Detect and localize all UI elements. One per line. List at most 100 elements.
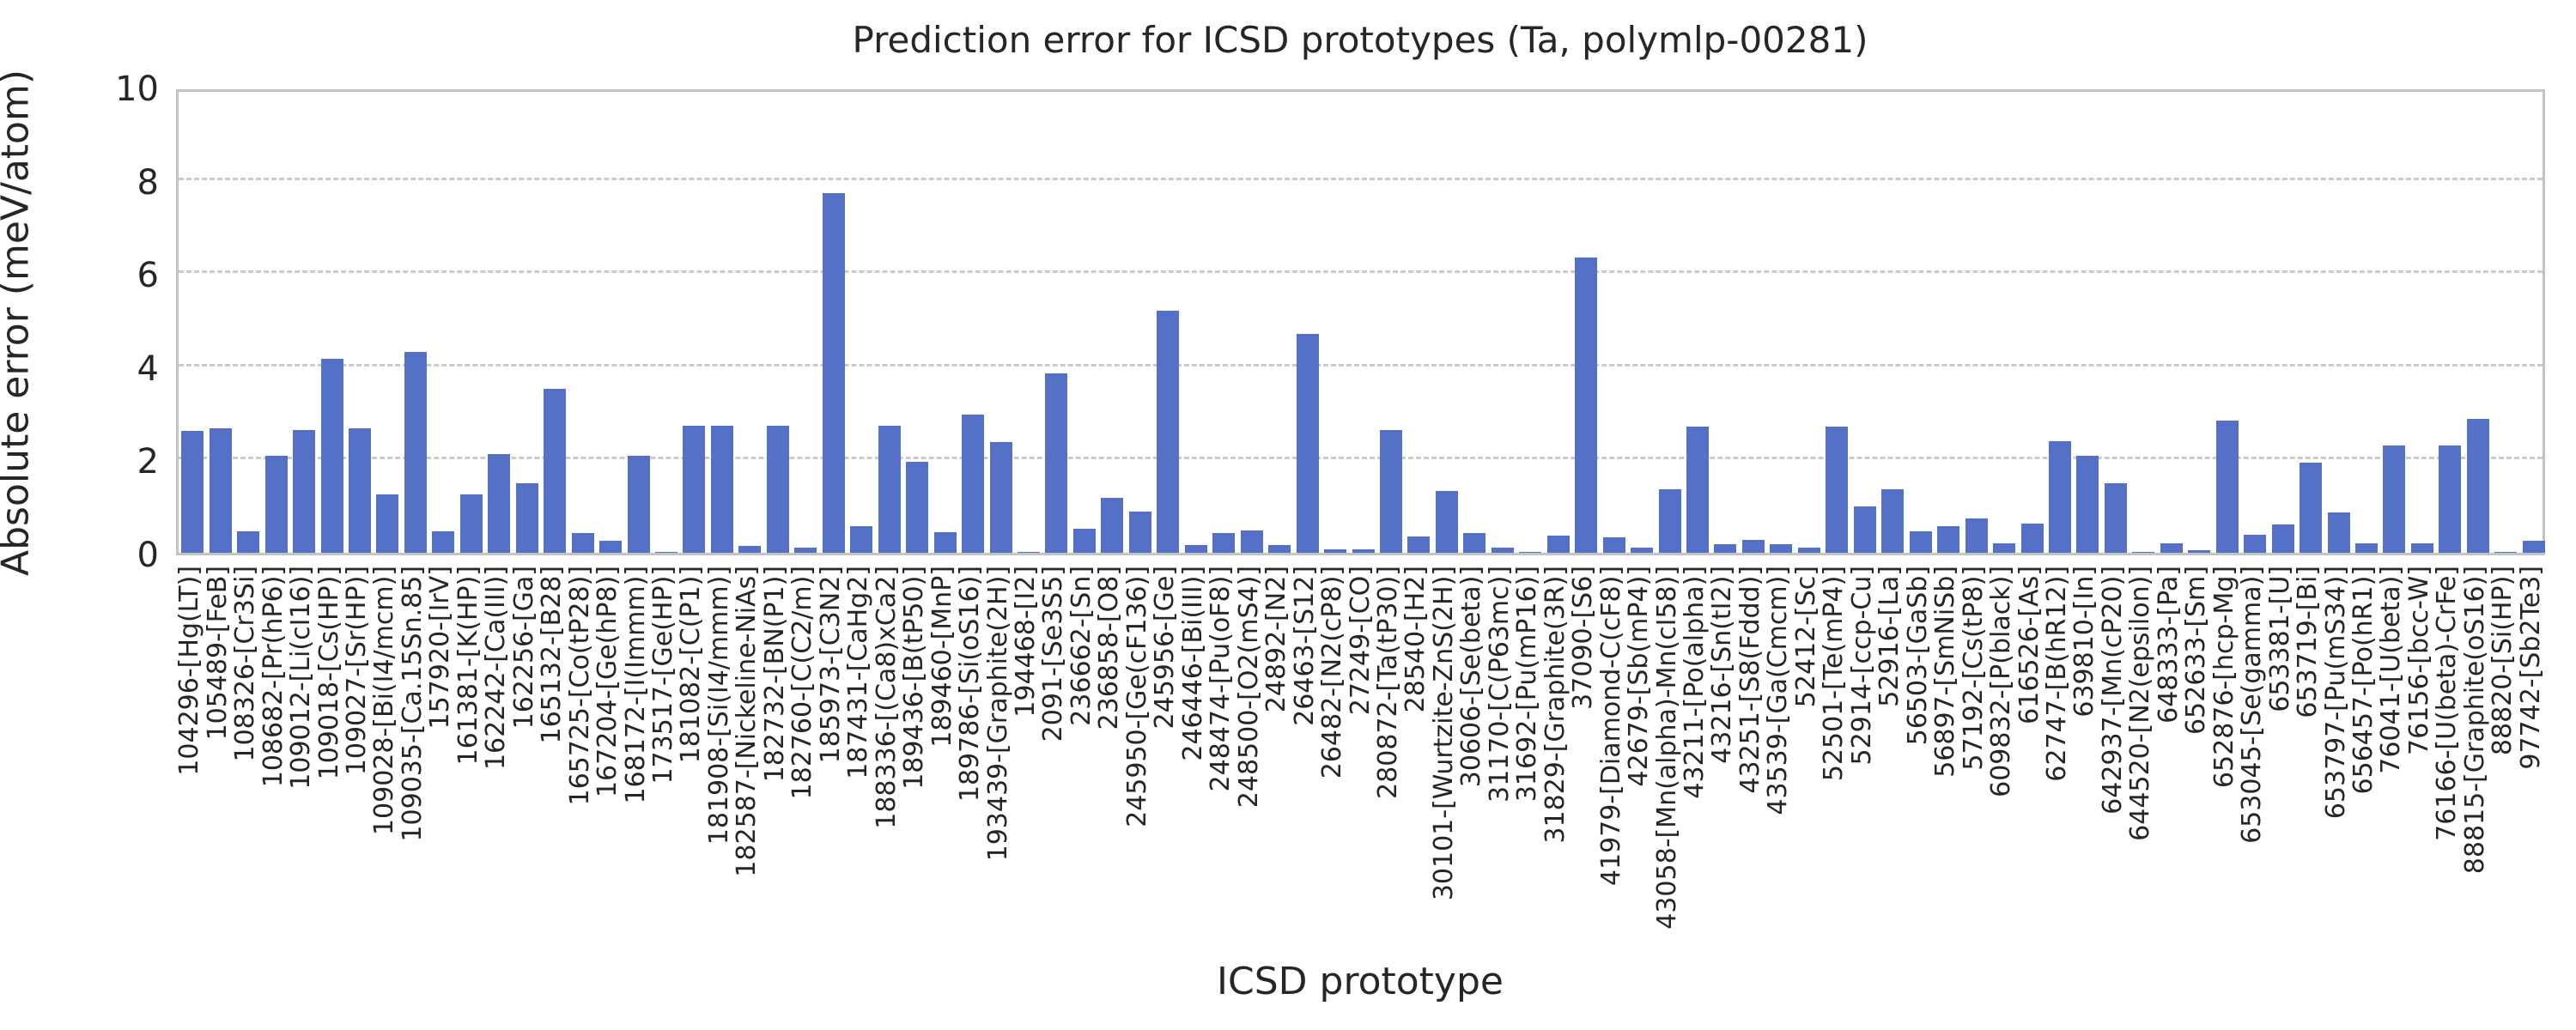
bar [1407,536,1430,553]
bar [210,428,232,553]
y-tick-label: 6 [137,256,159,295]
bar [934,532,957,553]
bar [2021,524,2044,553]
bar [1854,506,1876,553]
bar [1603,537,1625,553]
chart-title: Prediction error for ICSD prototypes (Ta… [852,19,1868,61]
bar [572,533,594,553]
bar [878,426,901,553]
bar [376,494,398,553]
bar [321,359,343,553]
bar [2272,524,2294,553]
bar [432,531,454,553]
bar [2439,445,2461,553]
bar [1129,512,1151,553]
bar [1185,545,1207,553]
bar [2244,535,2266,553]
y-tick-label: 2 [137,442,159,482]
bar [1910,531,1932,553]
bar [404,352,427,553]
bar [2523,541,2545,553]
bar [711,426,733,553]
bar [655,552,677,553]
bar [1937,526,1959,553]
bar [1268,545,1291,553]
gridline-y-6 [179,270,2543,274]
bar [237,531,259,553]
y-tick-label: 10 [115,70,159,109]
bar [1157,311,1179,553]
bar [2494,552,2517,553]
bar [850,526,872,553]
bar [1659,489,1681,553]
bar [1463,533,1485,553]
bar [349,428,371,553]
bar [1380,430,1402,553]
bar [2355,543,2378,553]
y-tick-label: 8 [137,163,159,203]
bar [1686,427,1709,553]
bar [2105,483,2127,553]
bar [1018,552,1040,553]
bar [1714,544,1736,553]
bar [2049,441,2071,553]
bar [683,426,705,553]
bar [1241,530,1263,553]
bar [738,546,761,553]
plot-area [176,89,2545,555]
x-axis-label: ICSD prototype [1217,960,1504,1003]
bar [2300,463,2322,553]
bar [1575,258,1597,553]
bar [1993,543,2015,553]
bar [823,193,845,553]
bar [1297,334,1319,553]
bar [1770,544,1792,553]
bar [2188,550,2210,553]
bar [906,462,928,553]
y-tick-label: 4 [137,349,159,389]
bar [1519,552,1541,553]
bar [962,415,984,553]
bar [460,494,483,553]
bar [181,431,204,553]
bar [265,456,288,553]
bar [293,430,315,553]
bar [1436,491,1458,553]
bar [488,454,510,553]
bar [990,442,1012,553]
bar [1547,536,1570,553]
bar [1324,549,1346,553]
bar [2216,421,2239,553]
bar [1798,548,1820,553]
bar [2328,512,2350,553]
gridline-y-4 [179,363,2543,367]
bar [1073,529,1096,553]
bar [1101,498,1123,553]
bar [544,389,566,553]
bar [2411,543,2433,553]
bar [767,426,789,553]
bar [1492,548,1514,553]
bar [2160,543,2183,553]
bar [628,456,650,553]
bar [1212,533,1235,553]
gridline-y-2 [179,457,2543,460]
bar [1045,373,1067,553]
bar [1965,518,1988,553]
bar [2467,419,2489,553]
bar [2383,445,2405,553]
y-axis-label: Absolute error (meV/atom) [0,70,38,576]
bar [794,548,817,553]
bar [599,541,622,553]
bar [1881,489,1904,553]
bar [1631,548,1653,553]
bar [1826,427,1848,553]
bar [1352,549,1375,553]
bar [1742,540,1765,553]
gridline-y-8 [179,177,2543,180]
bar [2076,456,2099,553]
bar [516,483,538,553]
y-tick-label: 0 [137,536,159,575]
bar [2132,552,2154,553]
